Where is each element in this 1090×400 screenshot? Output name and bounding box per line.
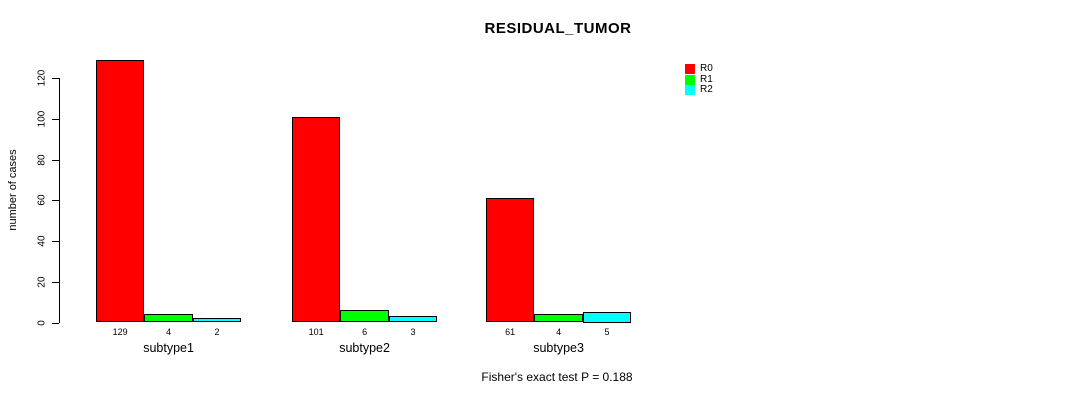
y-axis-tick-label: 40 — [36, 235, 48, 247]
y-axis-tick-label: 100 — [36, 110, 48, 128]
bar-value-label: 129 — [112, 327, 128, 337]
y-axis-tick-label: 0 — [36, 319, 48, 326]
legend-swatch-r1 — [685, 74, 695, 85]
bar-value-label: 2 — [214, 327, 220, 337]
bar-value-label: 61 — [505, 327, 516, 337]
y-axis-tick — [52, 159, 59, 161]
y-axis-tick — [52, 322, 59, 324]
y-axis-tick-label: 120 — [36, 69, 48, 87]
bar-value-label: 4 — [166, 327, 172, 337]
bar-value-label: 4 — [556, 327, 562, 337]
bar-value-label: 6 — [362, 327, 368, 337]
chart-title: RESIDUAL_TUMOR — [484, 20, 632, 37]
bar-r0-subtype2 — [292, 116, 341, 323]
y-axis-tick — [52, 200, 59, 202]
bar-value-label: 101 — [308, 327, 324, 337]
legend-swatch-r0 — [685, 64, 695, 74]
legend-label-r0: R0 — [700, 63, 713, 74]
bar-r2-subtype2 — [388, 316, 438, 323]
bar-r1-subtype1 — [144, 314, 193, 323]
fisher-test-annotation: Fisher's exact test P = 0.188 — [481, 370, 633, 384]
legend-label-r1: R1 — [700, 73, 713, 85]
y-axis-label: number of cases — [7, 149, 19, 231]
bar-r2-subtype3 — [582, 312, 632, 323]
y-axis-tick — [52, 78, 59, 79]
bar-value-label: 3 — [410, 327, 416, 337]
bar-value-label: 5 — [604, 327, 610, 337]
y-axis-tick-label: 60 — [36, 194, 48, 206]
bar-r2-subtype1 — [192, 318, 242, 323]
y-axis-line — [59, 78, 60, 323]
legend-label-r2: R2 — [700, 84, 713, 95]
y-axis-tick — [52, 241, 59, 242]
y-axis-tick-label: 80 — [36, 153, 48, 166]
bar-r0-subtype3 — [486, 198, 535, 323]
bar-r1-subtype3 — [534, 314, 583, 323]
y-axis-tick — [52, 281, 59, 283]
category-label: subtype3 — [533, 341, 584, 355]
category-label: subtype2 — [339, 341, 390, 355]
legend-swatch-r2 — [685, 85, 695, 95]
bar-r0-subtype1 — [96, 59, 145, 323]
bar-r1-subtype2 — [340, 310, 389, 323]
y-axis-tick-label: 20 — [36, 276, 48, 288]
y-axis-tick — [52, 118, 59, 120]
category-label: subtype1 — [143, 341, 194, 355]
